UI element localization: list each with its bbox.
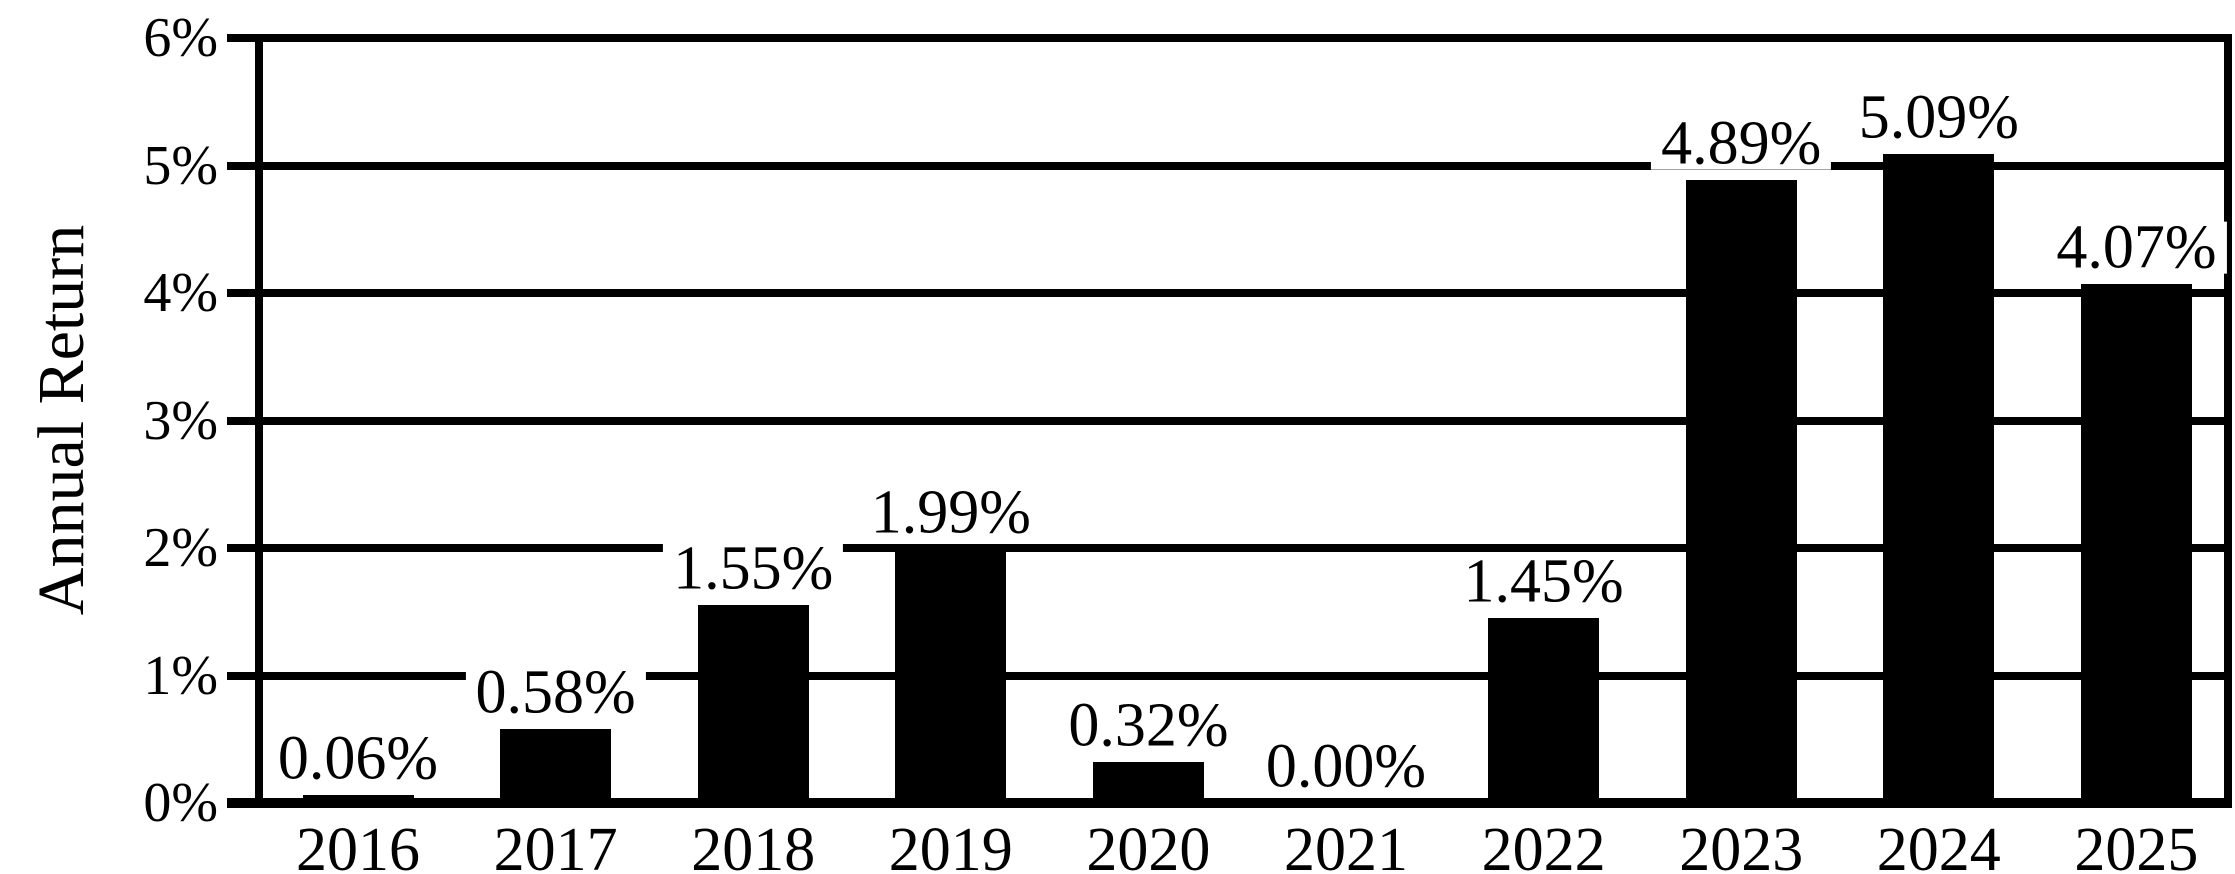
bar — [302, 795, 414, 808]
bar — [1883, 154, 1995, 808]
bar — [697, 605, 809, 808]
bar-value-label: 1.99% — [860, 482, 1041, 544]
x-tick-label: 2022 — [1481, 816, 1606, 874]
x-axis-line — [227, 798, 2232, 808]
bar-value-label: 0.00% — [1255, 735, 1437, 798]
bar — [2080, 284, 2192, 808]
plot-frame-top — [227, 34, 2232, 42]
gridline — [227, 289, 2228, 297]
gridline — [227, 161, 2228, 170]
y-tick-label: 5% — [143, 134, 218, 197]
x-tick-label: 2017 — [493, 816, 618, 874]
y-tick-label: 0% — [143, 772, 218, 834]
x-tick-label: 2019 — [888, 816, 1013, 874]
bar — [500, 729, 612, 808]
x-tick-label: 2021 — [1284, 816, 1408, 874]
gridline — [227, 671, 2228, 680]
y-tick-label: 4% — [143, 262, 218, 324]
bar — [1685, 179, 1797, 808]
x-tick-label: 2016 — [296, 816, 420, 874]
bar-value-label: 4.07% — [2046, 216, 2227, 279]
bar — [895, 549, 1007, 808]
gridline — [227, 544, 2228, 552]
y-tick-label: 1% — [143, 644, 218, 707]
x-tick-label: 2023 — [1679, 816, 1804, 874]
bar-value-label: 0.58% — [465, 661, 646, 724]
bar-value-label: 0.06% — [267, 728, 449, 790]
bar-value-label: 1.55% — [663, 538, 844, 600]
plot-frame-right — [2224, 34, 2232, 808]
y-axis-line — [255, 34, 263, 808]
x-tick-label: 2025 — [2074, 816, 2199, 874]
gridline — [227, 416, 2228, 425]
bar — [1092, 762, 1204, 808]
x-tick-label: 2020 — [1086, 816, 1211, 874]
y-tick-label: 2% — [143, 517, 218, 579]
bar-value-label: 0.32% — [1058, 695, 1239, 757]
bar-value-label: 5.09% — [1848, 86, 2029, 149]
bar-value-label: 1.45% — [1453, 551, 1634, 613]
y-tick-label: 6% — [143, 7, 218, 69]
y-tick-label: 3% — [143, 389, 218, 452]
x-tick-label: 2018 — [691, 816, 816, 874]
bar — [1488, 618, 1600, 808]
bar-value-label: 4.89% — [1651, 112, 1832, 174]
x-tick-label: 2024 — [1876, 816, 2001, 874]
